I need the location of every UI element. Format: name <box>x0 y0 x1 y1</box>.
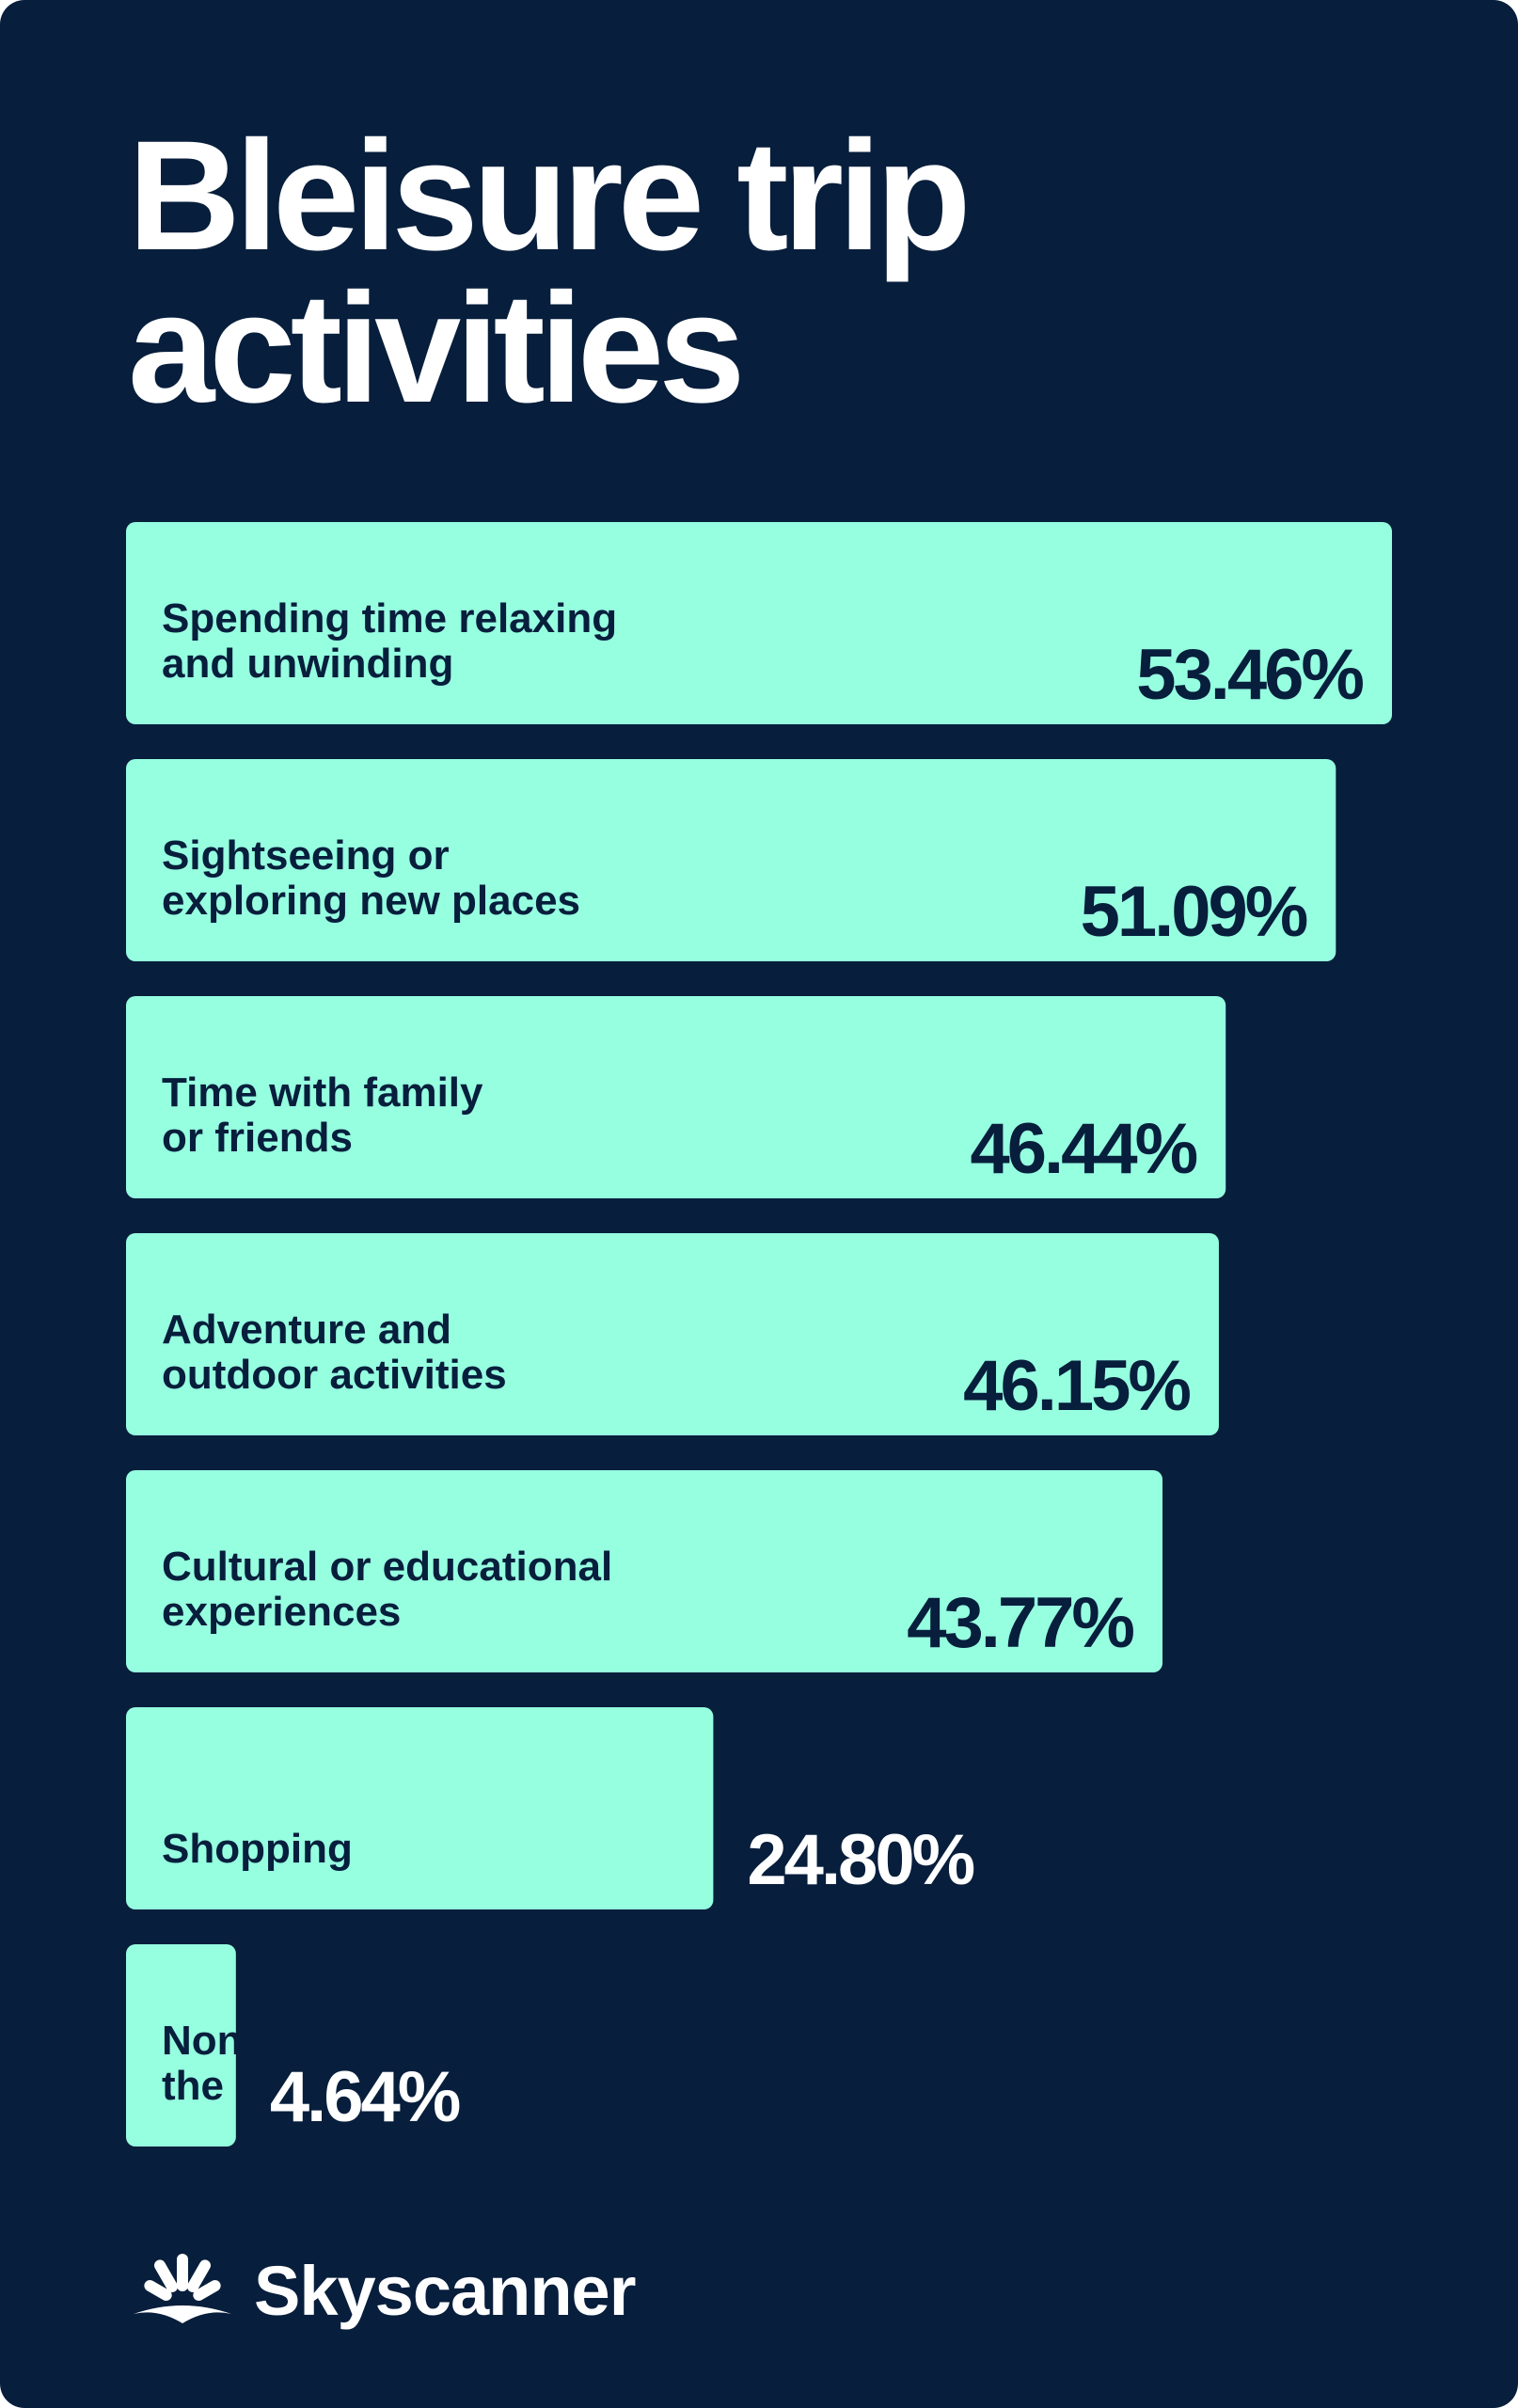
bar-label-line: the above <box>162 2063 355 2109</box>
bar-label-3: Adventure and outdoor activities <box>162 1307 507 1398</box>
bar-6 <box>126 1944 236 2147</box>
bar-label-4: Cultural or educational experiences <box>162 1544 612 1635</box>
logo-wordmark: Skyscanner <box>254 2252 636 2330</box>
bar-label-line: or friends <box>162 1115 353 1161</box>
bar-value-2: 46.44% <box>970 1109 1196 1189</box>
bar-label-line: Adventure and <box>162 1307 451 1353</box>
bar-label-1: Sightseeing or exploring new places <box>162 832 580 924</box>
bar-label-6: None of the above <box>162 2018 355 2109</box>
bar-value-3: 46.15% <box>963 1346 1190 1426</box>
bar-label-line: and unwinding <box>162 641 453 687</box>
title-line-1: Bleisure trip <box>128 109 972 283</box>
page-title: Bleisure trip activities <box>128 109 1351 436</box>
sunrise-icon <box>134 2254 231 2323</box>
bar-value-4: 43.77% <box>907 1583 1133 1663</box>
bar-label-line: Time with family <box>162 1069 483 1116</box>
title-line-2: activities <box>128 261 746 436</box>
bar-label-line: None of <box>162 2018 316 2064</box>
bar-label-line: Shopping <box>162 1826 353 1872</box>
bar-label-line: experiences <box>162 1589 401 1635</box>
bar-0 <box>126 522 1392 724</box>
bar-label-line: outdoor activities <box>162 1352 507 1398</box>
bar-label-2: Time with family or friends <box>162 1069 483 1161</box>
bar-value-1: 51.09% <box>1081 872 1307 952</box>
bar-3 <box>126 1233 1219 1435</box>
bar-2 <box>126 996 1226 1198</box>
bar-label-line: Cultural or educational <box>162 1544 612 1590</box>
bar-label-line: Spending time relaxing <box>162 595 617 642</box>
bar-5 <box>126 1707 714 1909</box>
bar-label-0: Spending time relaxing and unwinding <box>162 595 617 687</box>
skyscanner-logo: Skyscanner <box>126 2239 653 2342</box>
bar-1 <box>126 759 1336 961</box>
bar-4 <box>126 1470 1163 1672</box>
bar-label-line: Sightseeing or <box>162 832 450 879</box>
bar-label-5: Shopping <box>162 1826 353 1872</box>
bar-label-line: exploring new places <box>162 878 580 924</box>
bar-value-6: 4.64% <box>270 2057 460 2137</box>
bar-value-5: 24.80% <box>747 1820 973 1900</box>
bar-value-0: 53.46% <box>1136 635 1363 715</box>
